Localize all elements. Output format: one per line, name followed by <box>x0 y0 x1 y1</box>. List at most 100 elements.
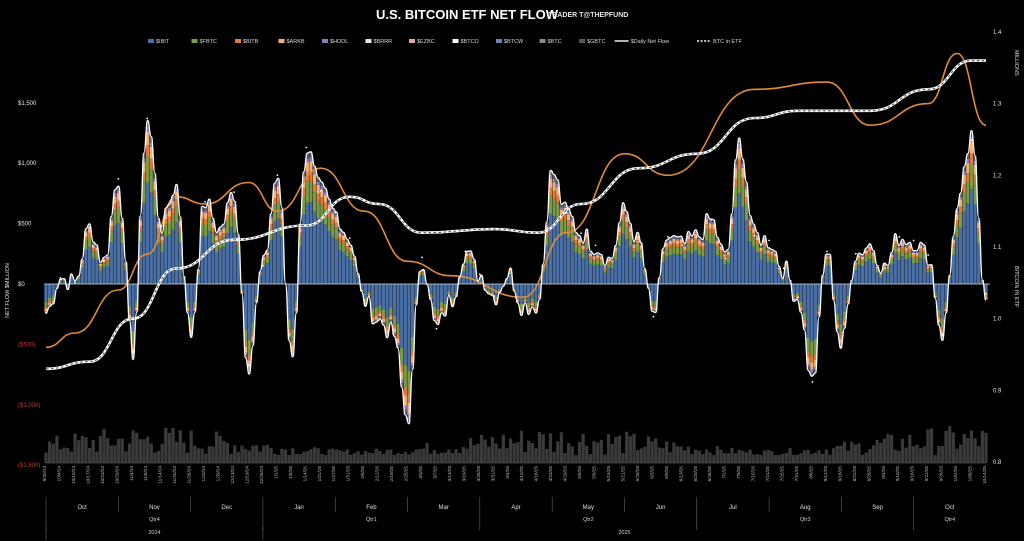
lower-bar <box>287 454 291 463</box>
flow-bar-segment <box>966 153 970 159</box>
flow-bar-segment <box>400 364 404 372</box>
flow-bar-segment <box>570 242 574 284</box>
flow-bar-segment <box>668 247 672 256</box>
flow-bar-segment <box>566 208 571 212</box>
flow-bar-segment <box>189 335 193 338</box>
flow-bar-segment <box>69 276 74 278</box>
flow-bar-segment <box>116 223 121 284</box>
flow-bar-segment <box>625 214 629 217</box>
flow-bar-segment <box>683 252 687 260</box>
y-tick-label: ($500) <box>18 342 35 348</box>
lower-bar <box>879 443 883 463</box>
legend-item: $ARKB <box>278 39 305 45</box>
flow-bar-segment <box>890 253 894 255</box>
flow-bar-segment <box>98 270 103 284</box>
legend: $IBIT $FBTC $BITB $ARKB $HODL $BRRR $EZBC $BTCO… <box>148 39 742 45</box>
flow-bar-segment <box>770 249 774 251</box>
flow-bar-segment <box>48 284 52 298</box>
flow-bar-segment <box>911 253 916 256</box>
lower-bar <box>461 447 466 463</box>
flow-bar-segment <box>193 301 197 307</box>
legend-swatch <box>409 39 415 43</box>
flow-bar-segment <box>871 251 876 253</box>
flow-bar-segment <box>882 264 887 267</box>
legend-label: $BTCO <box>461 39 480 45</box>
lower-bar <box>581 433 585 463</box>
flow-bar-segment <box>752 226 756 229</box>
flow-bar-segment <box>857 259 861 265</box>
flow-bar-segment <box>472 260 476 262</box>
flow-bar-segment <box>516 284 520 296</box>
flow-bar-segment <box>977 221 981 223</box>
lower-bar <box>171 428 175 463</box>
flow-bar-segment <box>897 247 901 249</box>
flow-point <box>753 234 756 237</box>
lower-bar <box>781 453 785 463</box>
flow-bar-segment <box>225 205 230 209</box>
lower-bar <box>922 446 926 463</box>
lower-bar <box>715 446 720 463</box>
lower-bar <box>603 454 607 463</box>
flow-bar-segment <box>668 240 672 245</box>
flow-bar-segment <box>712 222 716 225</box>
flow-bar-segment <box>723 254 727 257</box>
month-label: Sep <box>872 505 883 511</box>
flow-bar-segment <box>908 251 912 259</box>
flow-point <box>811 380 814 383</box>
flow-bar-segment <box>813 366 818 370</box>
flow-bar-segment <box>243 346 248 353</box>
flow-bar-segment <box>777 267 781 270</box>
flow-bar-segment <box>875 266 879 267</box>
flow-bar-segment <box>178 221 182 227</box>
flow-bar-segment <box>741 163 745 168</box>
flow-bar-segment <box>323 195 328 203</box>
flow-bar-segment <box>596 259 600 265</box>
flow-point <box>493 295 496 297</box>
flow-bar-segment <box>204 236 208 284</box>
flow-bar-segment <box>940 336 945 339</box>
x-date-label: 6/20/25 <box>693 466 698 482</box>
flow-point <box>609 258 611 261</box>
flow-bar-segment <box>824 256 828 259</box>
lower-bar <box>708 452 712 463</box>
flow-bar-segment <box>396 338 400 344</box>
flow-bar-segment <box>392 332 397 335</box>
flow-point <box>522 304 525 307</box>
flow-bar-segment <box>287 284 291 320</box>
lower-bar <box>915 444 919 463</box>
flow-bar-segment <box>675 247 680 255</box>
flow-bar-segment <box>980 281 984 284</box>
flow-bar-segment <box>919 258 923 284</box>
flow-bar-segment <box>969 141 974 154</box>
flow-bar-segment <box>723 264 727 284</box>
lower-bar <box>436 453 440 463</box>
lower-bar <box>610 443 614 463</box>
flow-bar-segment <box>243 329 248 342</box>
flow-bar-segment <box>396 284 400 324</box>
flow-bar-segment <box>156 243 161 284</box>
flow-bar-segment <box>559 204 563 208</box>
flow-bar-segment <box>360 289 364 291</box>
flow-bar-segment <box>915 251 919 253</box>
flow-bar-segment <box>345 256 349 284</box>
flow-bar-segment <box>305 153 309 159</box>
lower-bar <box>175 441 179 463</box>
x-date-label: 6/9/25 <box>664 466 669 479</box>
flow-bar-segment <box>679 239 683 244</box>
flow-bar-segment <box>766 253 770 256</box>
legend-item: $BRRR <box>365 39 392 45</box>
month-label: Oct <box>945 505 955 511</box>
flow-bar-segment <box>835 321 839 325</box>
flow-bar-segment <box>421 270 426 272</box>
flow-bar-segment <box>842 318 847 322</box>
flow-bar-segment <box>200 217 204 224</box>
y-tick-label: $1,500 <box>18 101 37 107</box>
flow-bar-segment <box>84 228 88 231</box>
flow-bar-segment <box>214 240 219 244</box>
flow-bar-segment <box>131 356 135 360</box>
flow-bar-segment <box>596 264 600 284</box>
flow-bar-segment <box>958 227 963 284</box>
flow-bar-segment <box>167 216 172 223</box>
flow-bar-segment <box>726 254 730 257</box>
lower-bar <box>897 450 901 463</box>
